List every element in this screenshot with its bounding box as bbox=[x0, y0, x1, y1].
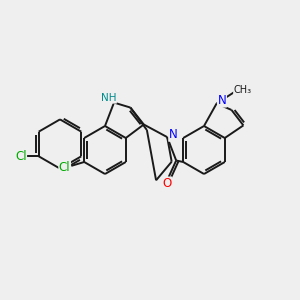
Text: O: O bbox=[163, 177, 172, 190]
Text: N: N bbox=[218, 94, 226, 107]
Text: CH₃: CH₃ bbox=[234, 85, 252, 95]
Text: Cl: Cl bbox=[15, 150, 26, 163]
Text: Cl: Cl bbox=[59, 161, 70, 174]
Text: N: N bbox=[169, 128, 178, 141]
Text: NH: NH bbox=[101, 93, 116, 103]
